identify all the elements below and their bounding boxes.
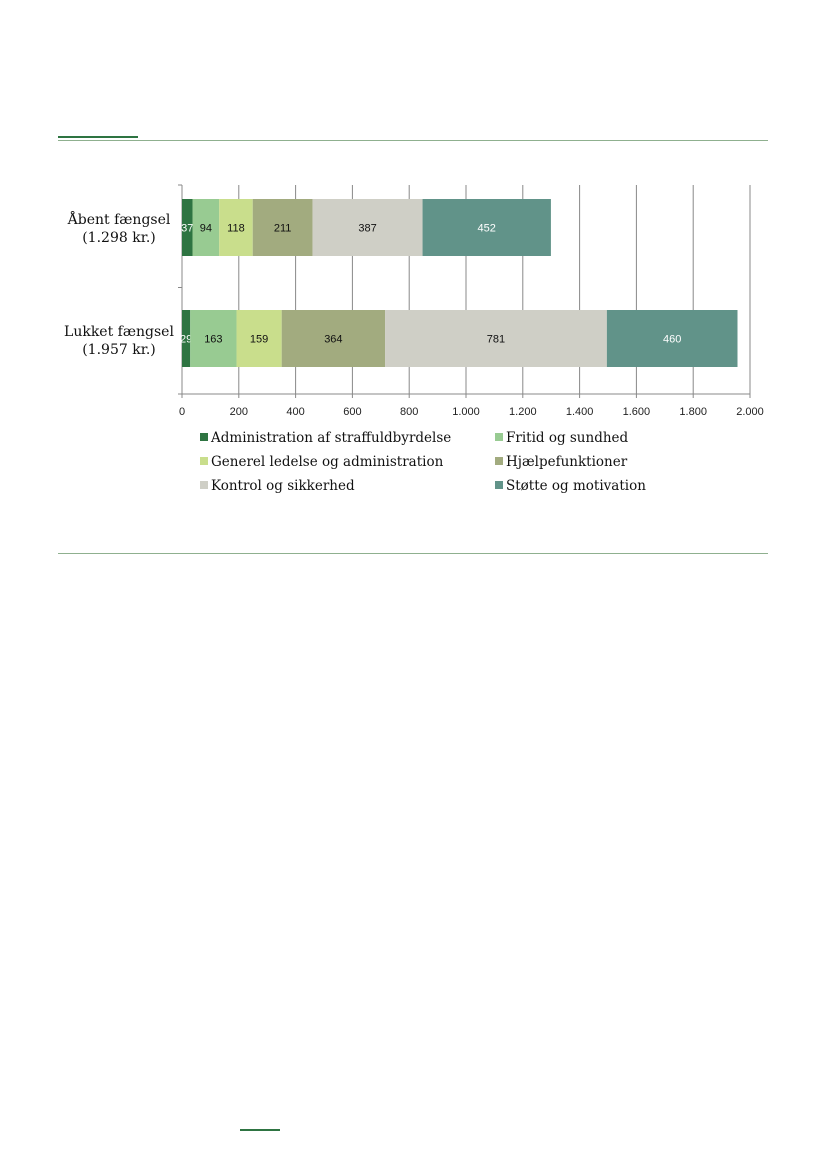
x-tick-label: 200 <box>230 406 248 418</box>
bar-segment <box>236 310 282 367</box>
data-label: 118 <box>227 223 245 235</box>
data-label: 364 <box>324 334 342 346</box>
bar-segment <box>252 199 313 256</box>
legend-label: Støtte og motivation <box>506 478 646 494</box>
bar-segment <box>192 199 220 256</box>
x-tick-label: 2.000 <box>736 406 764 418</box>
bar-segment <box>385 310 607 367</box>
x-tick-label: 600 <box>343 406 361 418</box>
data-label: 452 <box>478 223 496 235</box>
x-tick-label: 0 <box>179 406 185 418</box>
legend-label: Kontrol og sikkerhed <box>211 478 355 494</box>
bar-segment <box>182 199 193 256</box>
legend-label: Administration af straffuldbyrdelse <box>210 430 451 446</box>
category-label: Lukket fængsel (1.957 kr.) <box>64 324 174 358</box>
bar-segment <box>422 199 551 256</box>
bar-segment <box>606 310 738 367</box>
x-tick-label: 1.800 <box>679 406 707 418</box>
bar-segment <box>219 199 253 256</box>
x-tick-label: 1.000 <box>452 406 480 418</box>
legend-swatch <box>200 481 208 489</box>
data-label: 211 <box>274 223 292 235</box>
data-label: 29 <box>180 334 192 346</box>
category-label: Åbent fængsel (1.298 kr.) <box>67 210 171 246</box>
x-tick-label: 400 <box>286 406 304 418</box>
legend-swatch <box>495 457 503 465</box>
x-tick-label: 1.200 <box>509 406 537 418</box>
bar-segment <box>281 310 386 367</box>
data-label: 781 <box>487 334 505 346</box>
footer-rule <box>58 553 768 554</box>
legend-label: Hjælpefunktioner <box>506 454 628 470</box>
legend-swatch <box>200 433 208 441</box>
data-label: 159 <box>250 334 268 346</box>
header-rule <box>58 140 768 141</box>
data-label: 37 <box>181 223 193 235</box>
legend-label: Generel ledelse og administration <box>211 454 444 470</box>
legend-swatch <box>200 457 208 465</box>
legend-swatch <box>495 433 503 441</box>
bar-segment <box>182 310 191 367</box>
data-label: 163 <box>204 334 222 346</box>
stacked-bar-chart: 0 200 400 600 800 1.000 1.200 1.400 1.600 1.800 2.… <box>64 184 764 494</box>
data-label: 387 <box>358 223 376 235</box>
x-tick-label: 800 <box>400 406 418 418</box>
legend-label: Fritid og sundhed <box>506 430 629 446</box>
data-label: 94 <box>200 223 212 235</box>
page-footer-mark <box>240 1129 280 1131</box>
x-tick-label: 1.400 <box>566 406 594 418</box>
data-label: 460 <box>663 334 681 346</box>
header-rule-accent <box>58 136 138 138</box>
bar-segment <box>312 199 423 256</box>
x-tick-label: 1.600 <box>623 406 651 418</box>
legend-swatch <box>495 481 503 489</box>
bar-segment <box>190 310 237 367</box>
